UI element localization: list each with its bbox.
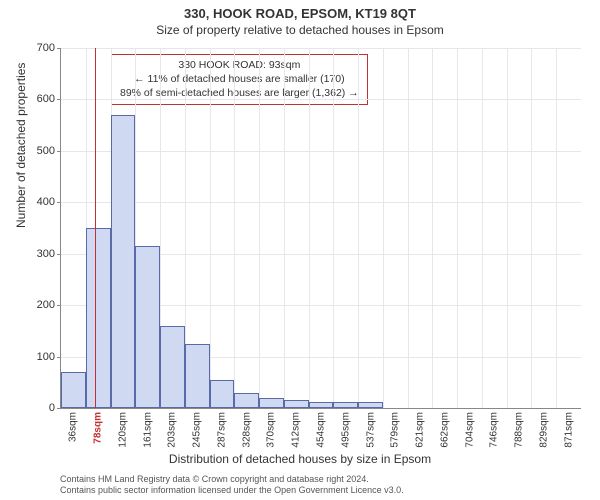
grid-line-v xyxy=(408,48,409,408)
y-tick-mark xyxy=(57,99,61,100)
chart-subtitle: Size of property relative to detached ho… xyxy=(0,21,600,37)
grid-line-v xyxy=(482,48,483,408)
grid-line-v xyxy=(234,48,235,408)
grid-line-v xyxy=(432,48,433,408)
y-tick-mark xyxy=(57,408,61,409)
x-tick-label: 746sqm xyxy=(489,412,500,448)
x-tick-label: 829sqm xyxy=(538,412,549,448)
grid-line-v xyxy=(358,48,359,408)
footer-attribution: Contains HM Land Registry data © Crown c… xyxy=(60,474,404,497)
x-tick-label: 328sqm xyxy=(241,412,252,448)
grid-line-v xyxy=(333,48,334,408)
grid-line-v xyxy=(507,48,508,408)
grid-line-v xyxy=(284,48,285,408)
histogram-bar xyxy=(160,326,185,408)
x-tick-label: 412sqm xyxy=(291,412,302,448)
histogram-bar xyxy=(284,400,309,408)
footer-line-1: Contains HM Land Registry data © Crown c… xyxy=(60,474,404,485)
grid-line-h xyxy=(61,202,581,203)
x-tick-label: 662sqm xyxy=(439,412,450,448)
x-tick-label: 36sqm xyxy=(68,412,79,442)
x-tick-label: 370sqm xyxy=(266,412,277,448)
x-axis-title: Distribution of detached houses by size … xyxy=(0,452,600,466)
chart-container: 330, HOOK ROAD, EPSOM, KT19 8QT Size of … xyxy=(0,0,600,500)
grid-line-h xyxy=(61,99,581,100)
y-tick-mark xyxy=(57,254,61,255)
y-tick-mark xyxy=(57,305,61,306)
marker-line xyxy=(95,48,96,408)
x-tick-label: 245sqm xyxy=(192,412,203,448)
grid-line-v xyxy=(556,48,557,408)
annotation-line: 330 HOOK ROAD: 93sqm xyxy=(120,58,359,72)
histogram-bar xyxy=(358,402,383,408)
annotation-box: 330 HOOK ROAD: 93sqm← 11% of detached ho… xyxy=(111,54,368,105)
y-tick-mark xyxy=(57,48,61,49)
plot-inner: 330 HOOK ROAD: 93sqm← 11% of detached ho… xyxy=(60,48,581,409)
y-tick-label: 0 xyxy=(49,402,55,414)
histogram-bar xyxy=(135,246,160,408)
x-tick-label: 161sqm xyxy=(142,412,153,448)
x-tick-label: 704sqm xyxy=(464,412,475,448)
y-axis-title: Number of detached properties xyxy=(14,63,28,228)
y-tick-label: 500 xyxy=(37,145,55,157)
grid-line-h xyxy=(61,151,581,152)
y-tick-mark xyxy=(57,357,61,358)
histogram-bar xyxy=(86,228,111,408)
y-tick-label: 300 xyxy=(37,248,55,260)
y-tick-label: 700 xyxy=(37,42,55,54)
y-tick-label: 200 xyxy=(37,299,55,311)
annotation-line: ← 11% of detached houses are smaller (17… xyxy=(120,72,359,86)
x-tick-label: 788sqm xyxy=(514,412,525,448)
x-tick-label: 621sqm xyxy=(415,412,426,448)
x-tick-label: 495sqm xyxy=(340,412,351,448)
plot-area: 330 HOOK ROAD: 93sqm← 11% of detached ho… xyxy=(60,48,580,408)
grid-line-v xyxy=(210,48,211,408)
footer-line-2: Contains public sector information licen… xyxy=(60,485,404,496)
x-tick-label: 871sqm xyxy=(563,412,574,448)
histogram-bar xyxy=(309,402,334,408)
x-tick-label: 203sqm xyxy=(167,412,178,448)
grid-line-h xyxy=(61,48,581,49)
annotation-line: 89% of semi-detached houses are larger (… xyxy=(120,86,359,100)
x-tick-label: 287sqm xyxy=(216,412,227,448)
histogram-bar xyxy=(259,398,284,408)
grid-line-v xyxy=(531,48,532,408)
y-tick-mark xyxy=(57,151,61,152)
histogram-bar xyxy=(333,402,358,408)
grid-line-v xyxy=(457,48,458,408)
x-tick-label: 454sqm xyxy=(316,412,327,448)
y-tick-label: 600 xyxy=(37,93,55,105)
grid-line-v xyxy=(309,48,310,408)
chart-title: 330, HOOK ROAD, EPSOM, KT19 8QT xyxy=(0,0,600,21)
grid-line-v xyxy=(383,48,384,408)
histogram-bar xyxy=(61,372,86,408)
histogram-bar xyxy=(111,115,136,408)
x-tick-label: 537sqm xyxy=(365,412,376,448)
x-tick-label: 579sqm xyxy=(390,412,401,448)
y-tick-mark xyxy=(57,202,61,203)
x-tick-label-marker: 78sqm xyxy=(93,412,104,444)
histogram-bar xyxy=(185,344,210,408)
y-tick-label: 400 xyxy=(37,196,55,208)
histogram-bar xyxy=(234,393,259,408)
y-tick-label: 100 xyxy=(37,351,55,363)
x-tick-label: 120sqm xyxy=(117,412,128,448)
grid-line-v xyxy=(259,48,260,408)
histogram-bar xyxy=(210,380,235,408)
